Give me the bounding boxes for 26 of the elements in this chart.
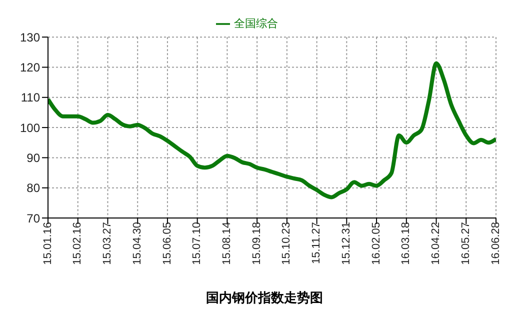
x-tick-label: 15.11.27 xyxy=(310,222,323,264)
legend-label: 全国综合 xyxy=(234,18,278,30)
x-tick-label: 15.03.27 xyxy=(102,222,114,265)
x-tick-label: 15.06.05 xyxy=(161,222,174,265)
x-tick-label: 15.01.16 xyxy=(42,222,54,265)
x-tick-label: 15.02.16 xyxy=(72,222,84,265)
x-tick-label: 15.10.23 xyxy=(280,222,293,265)
x-tick-label: 16.03.18 xyxy=(400,222,412,265)
x-tick-label: 16.02.05 xyxy=(370,222,382,265)
x-tick-label: 16.04.22 xyxy=(430,222,442,265)
line-series xyxy=(48,61,496,200)
text: 国内钢价指数走势图 xyxy=(205,290,324,307)
y-tick-label: 130 xyxy=(20,30,40,44)
y-tick-label: 70 xyxy=(26,211,40,226)
x-tick-label: 16.05.27 xyxy=(460,222,472,265)
x-tick-label: 15.12.31 xyxy=(340,222,352,265)
x-tick-label: 15.09.18 xyxy=(250,222,263,265)
x-tick-label: 16.06.28 xyxy=(490,222,502,265)
y-tick-label: 100 xyxy=(20,120,40,135)
y-tick-label: 80 xyxy=(26,181,40,196)
x-tick-label: 15.07.10 xyxy=(191,222,204,265)
x-tick-label: 15.08.14 xyxy=(221,222,234,265)
y-tick-label: 110 xyxy=(20,90,40,105)
x-tick-label: 15.04.30 xyxy=(131,222,144,265)
y-tick-label: 120 xyxy=(20,60,40,75)
y-tick-label: 90 xyxy=(26,150,40,165)
